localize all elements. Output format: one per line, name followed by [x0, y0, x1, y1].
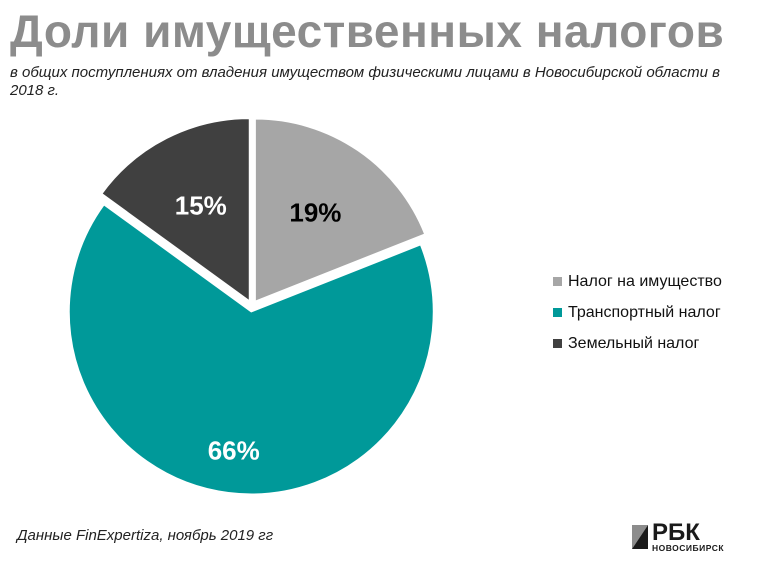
legend-item-property-tax: Налог на имущество: [553, 266, 722, 297]
legend-label: Налог на имущество: [568, 272, 722, 290]
legend-swatch: [553, 339, 562, 348]
legend-label: Земельный налог: [568, 334, 700, 352]
legend-swatch: [553, 277, 562, 286]
logo-name: РБК: [652, 519, 700, 546]
label-transport-tax: 66%: [208, 435, 260, 465]
chart-subtitle: в общих поступлениях от владения имущест…: [10, 64, 720, 99]
slice-transport-tax: [68, 204, 434, 495]
legend-item-transport-tax: Транспортный налог: [553, 297, 722, 328]
rbc-logo-icon: [632, 525, 648, 549]
source-note: Данные FinExpertiza, ноябрь 2019 гг: [17, 527, 274, 544]
logo-city: НОВОСИБИРСК: [652, 543, 725, 553]
rbc-logo: РБК НОВОСИБИРСК: [632, 519, 742, 554]
legend-swatch: [553, 308, 562, 317]
slice-land-tax: [101, 118, 250, 302]
legend-label: Транспортный налог: [568, 303, 721, 321]
label-land-tax: 15%: [175, 190, 227, 220]
legend-item-land-tax: Земельный налог: [553, 328, 722, 359]
label-property-tax: 19%: [289, 198, 341, 228]
legend: Налог на имущество Транспортный налог Зе…: [553, 266, 722, 359]
chart-title: Доли имущественных налогов: [10, 5, 725, 57]
slice-property-tax: [254, 118, 426, 302]
